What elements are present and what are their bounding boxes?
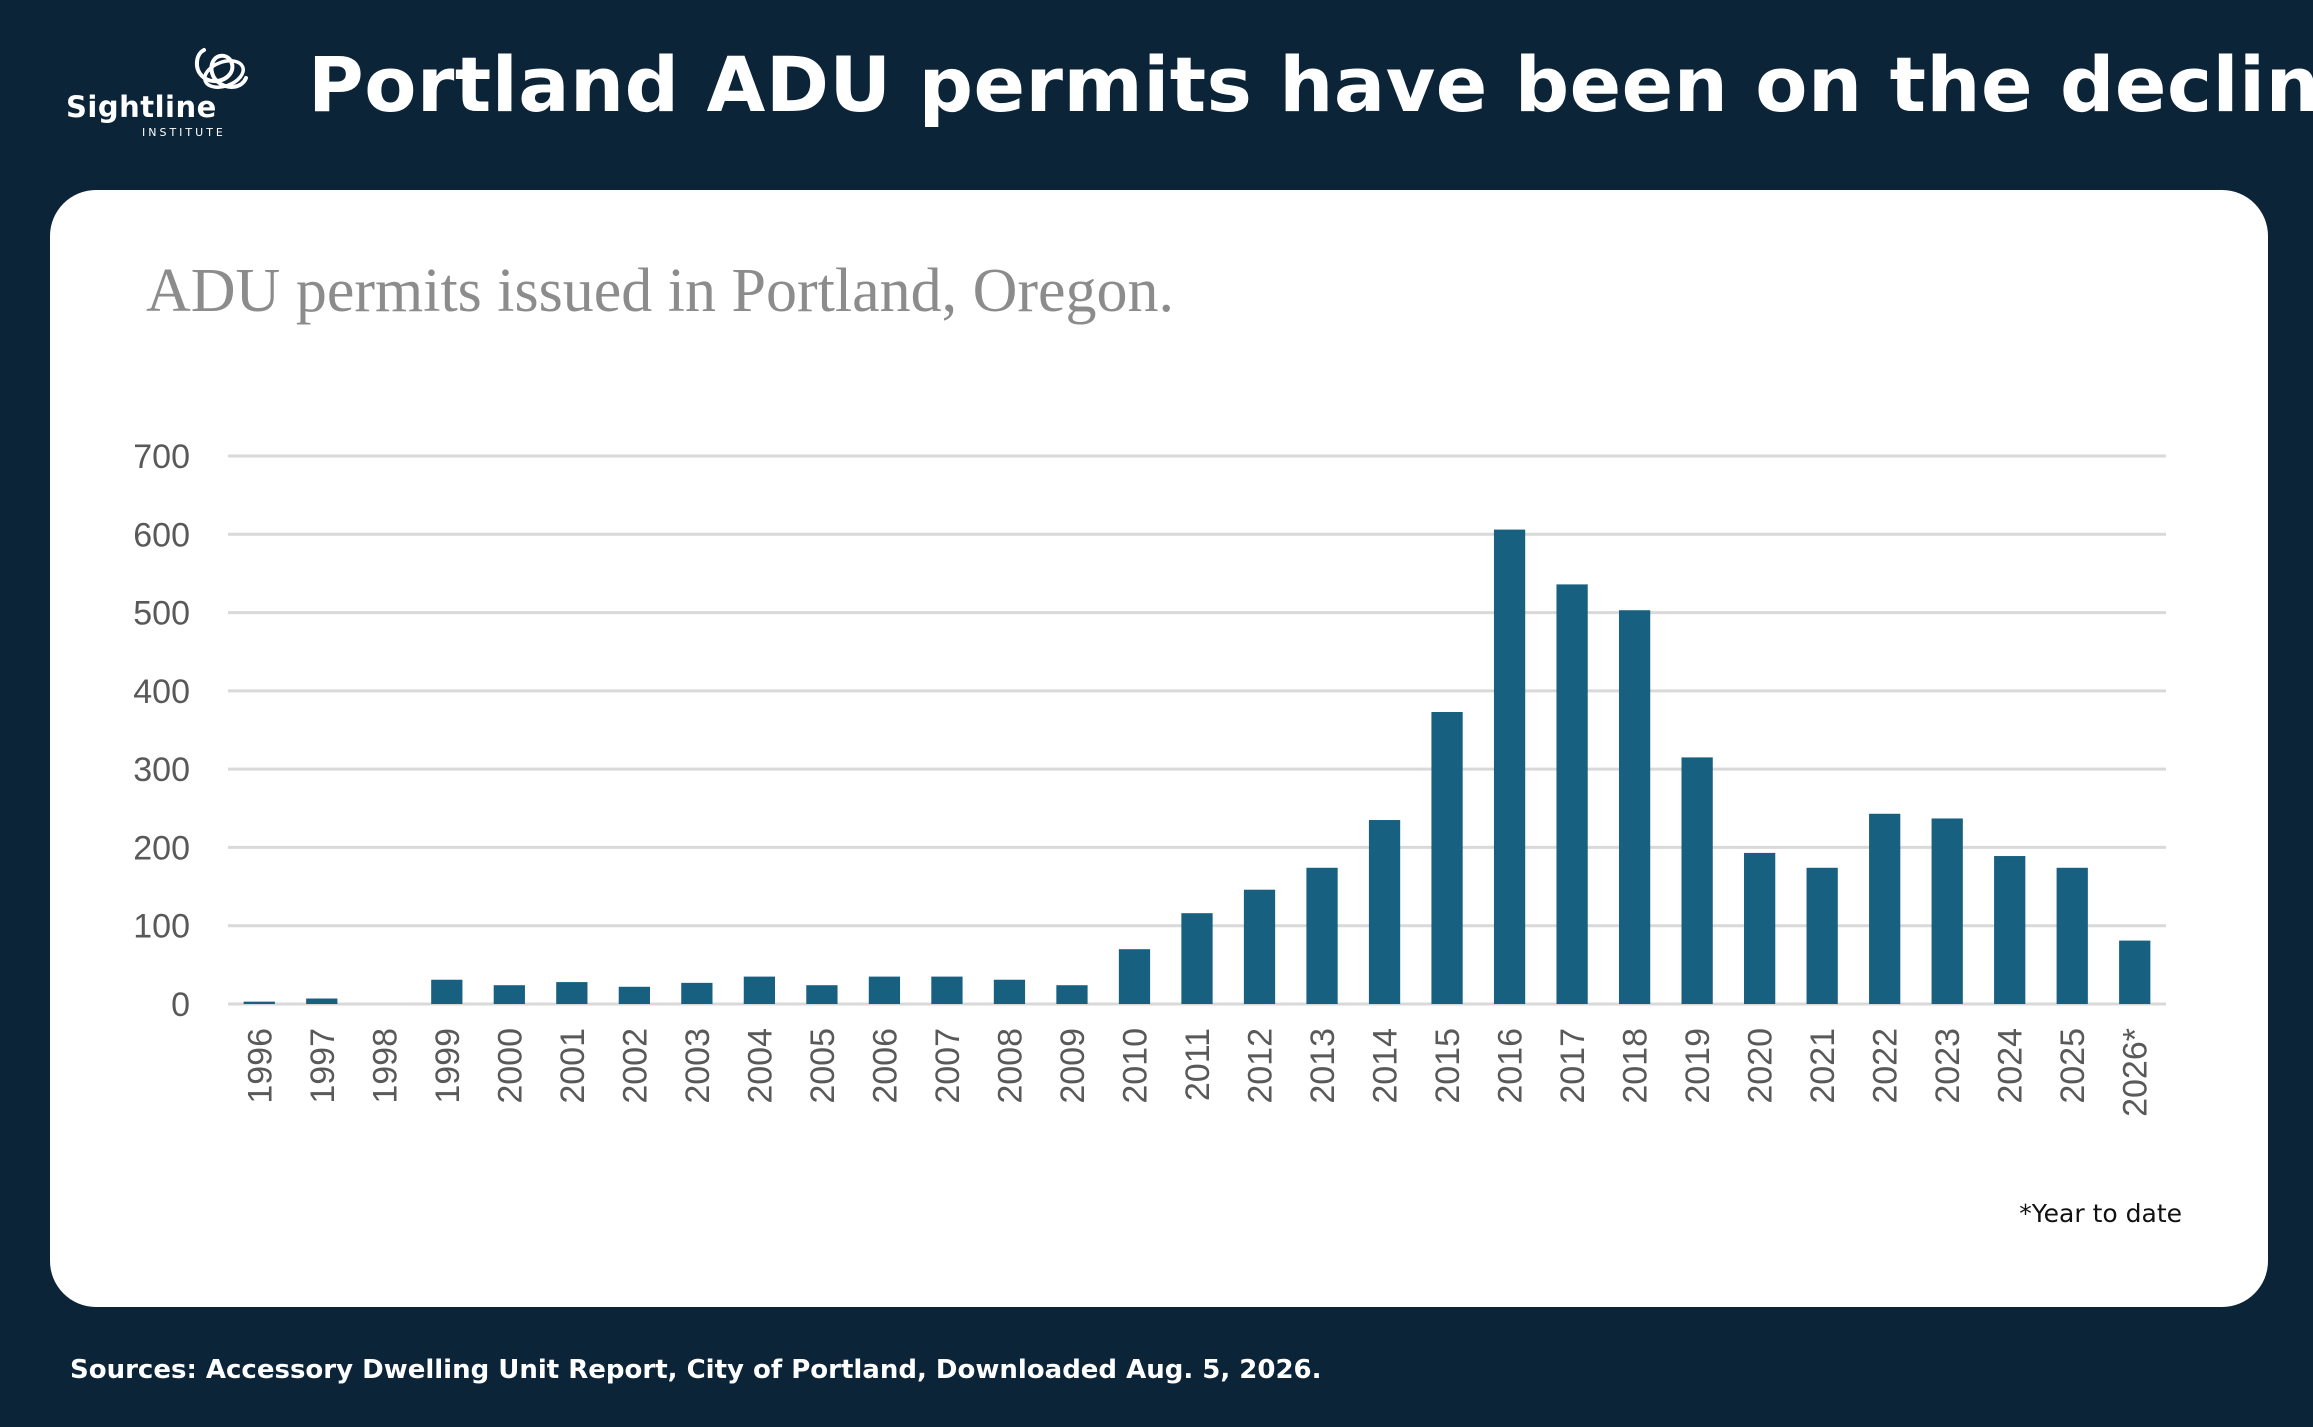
bar [1368, 820, 1401, 1004]
x-tick-label: 2006 [866, 1028, 904, 1104]
bar [431, 979, 463, 1004]
x-tick-label: 1998 [366, 1028, 404, 1104]
x-tick-label: 2013 [1304, 1028, 1342, 1104]
sources-note: Sources: Accessory Dwelling Unit Report,… [70, 1355, 1322, 1385]
bar [493, 985, 525, 1004]
x-tick-label: 2025 [2054, 1028, 2092, 1104]
x-tick-label: 2026* [2117, 1028, 2155, 1117]
x-tick-label: 1999 [429, 1028, 467, 1104]
x-tick-label: 2019 [1679, 1028, 1717, 1104]
chart-subtitle: ADU permits issued in Portland, Oregon. [146, 257, 1175, 325]
x-tick-label: 2014 [1367, 1028, 1405, 1104]
bar [868, 976, 901, 1004]
brand-name: Sightline [66, 90, 217, 124]
bar [2056, 867, 2088, 1004]
bar [1744, 852, 1776, 1004]
sightline-logo: Sightline INSTITUTE [62, 44, 262, 144]
bar [1931, 818, 1963, 1004]
x-tick-label: 2001 [554, 1028, 592, 1104]
y-tick-label: 100 [133, 908, 190, 946]
x-tick-label: 2022 [1867, 1028, 1905, 1104]
x-tick-label: 2024 [1992, 1028, 2030, 1104]
y-tick-label: 0 [171, 986, 190, 1024]
bar [556, 982, 588, 1004]
x-tick-label: 2003 [679, 1028, 717, 1104]
bar [681, 982, 713, 1004]
bar [1118, 949, 1151, 1004]
chart-card: ADU permits issued in Portland, Oregon. … [50, 190, 2268, 1307]
bar [1556, 584, 1588, 1004]
bar [243, 1001, 275, 1004]
x-tick-label: 2008 [991, 1028, 1029, 1104]
y-tick-label: 400 [133, 673, 190, 711]
bar [1056, 985, 1088, 1004]
bar [931, 976, 963, 1004]
x-tick-label: 2000 [491, 1028, 529, 1104]
x-tick-label: 2004 [741, 1028, 779, 1104]
bar [1493, 529, 1526, 1004]
x-tick-label: 2016 [1492, 1028, 1530, 1104]
x-tick-label: 2010 [1116, 1028, 1154, 1104]
bar [2119, 940, 2151, 1004]
bar [1618, 610, 1651, 1004]
bar [743, 976, 776, 1004]
brand-sub: INSTITUTE [142, 126, 226, 139]
x-tick-label: 2023 [1929, 1028, 1967, 1104]
x-tick-label: 2002 [616, 1028, 654, 1104]
bar [1306, 867, 1338, 1004]
x-tick-label: 2009 [1054, 1028, 1092, 1104]
x-tick-label: 2015 [1429, 1028, 1467, 1104]
x-tick-label: 1997 [304, 1028, 342, 1104]
y-tick-label: 700 [133, 438, 190, 476]
y-tick-label: 600 [133, 516, 190, 554]
x-tick-label: 2017 [1554, 1028, 1592, 1104]
bar [618, 986, 650, 1004]
bar [1806, 867, 1838, 1004]
bar [1681, 757, 1713, 1004]
bar [306, 998, 338, 1004]
bar [1243, 889, 1276, 1004]
footnote: *Year to date [2019, 1199, 2182, 1228]
x-tick-label: 1996 [241, 1028, 279, 1104]
bar [1869, 813, 1901, 1004]
x-tick-label: 2018 [1617, 1028, 1655, 1104]
x-tick-label: 2005 [804, 1028, 842, 1104]
bar [993, 979, 1026, 1004]
bar [1181, 913, 1213, 1004]
y-tick-label: 500 [133, 595, 190, 633]
bar [1994, 856, 2026, 1004]
x-tick-label: 2007 [929, 1028, 967, 1104]
x-tick-label: 2012 [1242, 1028, 1280, 1104]
bar [1431, 711, 1463, 1004]
sightline-logo-icon [195, 48, 248, 89]
bar-chart: 0 100 200 300 400 500 600 700 1996 1997 1998 1999 20… [133, 438, 2166, 1117]
bar [806, 985, 838, 1004]
headline: Portland ADU permits have been on the de… [308, 40, 2313, 129]
x-tick-label: 2021 [1804, 1028, 1842, 1104]
x-tick-label: 2011 [1179, 1028, 1217, 1101]
x-tick-label: 2020 [1742, 1028, 1780, 1104]
y-tick-label: 200 [133, 829, 190, 867]
y-tick-label: 300 [133, 751, 190, 789]
